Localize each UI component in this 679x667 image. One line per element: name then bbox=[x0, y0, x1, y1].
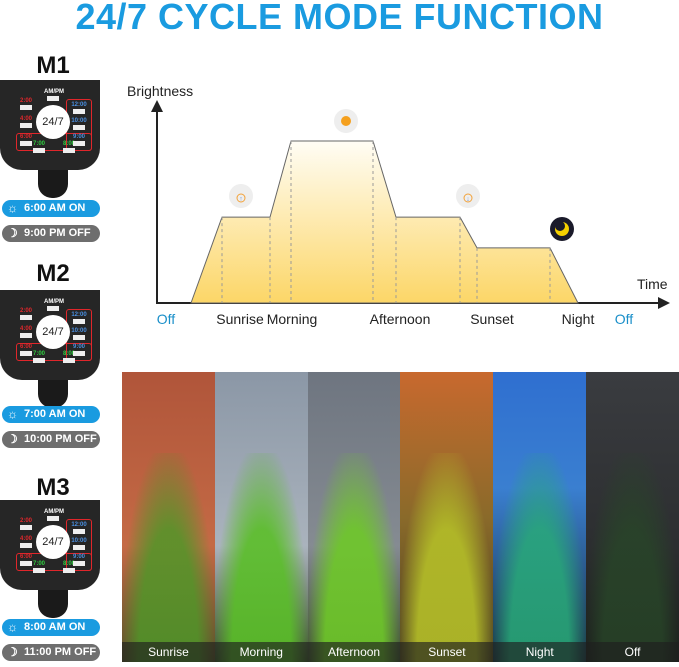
timer-key[interactable]: 2:00 bbox=[17, 308, 35, 320]
photo-caption: Morning bbox=[214, 642, 308, 662]
timer-key[interactable]: 6:00 bbox=[17, 344, 35, 356]
aquarium-photo-off: Off bbox=[586, 372, 679, 662]
x-tick-label: Off bbox=[157, 311, 176, 327]
x-axis-label: Time bbox=[637, 276, 668, 292]
timer-key[interactable]: 12:00 bbox=[70, 312, 88, 324]
sun-icon: ☼ bbox=[7, 407, 18, 421]
aquarium-photo-morning: Morning bbox=[214, 372, 308, 662]
photo-caption: Off bbox=[586, 642, 679, 662]
sun-icon: ☼ bbox=[7, 201, 18, 215]
mode-dial[interactable]: 24/7 bbox=[36, 105, 70, 139]
svg-text:↑: ↑ bbox=[239, 196, 243, 203]
sun-icon: ☼ bbox=[7, 620, 18, 634]
moon-icon: ☽ bbox=[7, 645, 18, 659]
sunset-icon: ↓ bbox=[456, 184, 480, 208]
mode-dial[interactable]: 24/7 bbox=[36, 525, 70, 559]
timer-key[interactable]: 6:00 bbox=[17, 134, 35, 146]
timer-key[interactable]: 4:00 bbox=[17, 536, 35, 548]
x-tick-label: Sunset bbox=[470, 311, 514, 327]
on-time-badge: ☼ 6:00 AM ON bbox=[2, 200, 100, 217]
am-pm-key[interactable]: AM/PM bbox=[44, 509, 64, 521]
timer-controller: 24/7 AM/PM 2:00 4:00 6:00 7:00 8:00 12:00 10… bbox=[0, 290, 100, 408]
timer-key[interactable]: 10:00 bbox=[70, 118, 88, 130]
am-pm-key[interactable]: AM/PM bbox=[44, 299, 64, 311]
timer-key[interactable]: 12:00 bbox=[70, 522, 88, 534]
mode-label: M2 bbox=[36, 260, 70, 287]
timer-key[interactable]: 12:00 bbox=[70, 102, 88, 114]
x-tick-label: Morning bbox=[267, 311, 318, 327]
x-tick-label: Night bbox=[562, 311, 595, 327]
mode-label: M3 bbox=[36, 474, 70, 501]
photo-caption: Sunrise bbox=[122, 642, 215, 662]
moon-icon: ☽ bbox=[7, 432, 18, 446]
photo-caption: Night bbox=[493, 642, 587, 662]
timer-key[interactable]: 4:00 bbox=[17, 116, 35, 128]
timer-key[interactable]: 9:00 bbox=[70, 134, 88, 146]
mode-dial[interactable]: 24/7 bbox=[36, 315, 70, 349]
off-time-badge: ☽ 11:00 PM OFF bbox=[2, 644, 100, 661]
timer-key[interactable]: 4:00 bbox=[17, 326, 35, 338]
x-tick-label: Afternoon bbox=[370, 311, 431, 327]
moon-icon bbox=[550, 217, 574, 241]
aquarium-photo-afternoon: Afternoon bbox=[307, 372, 401, 662]
on-time-badge: ☼ 7:00 AM ON bbox=[2, 406, 100, 423]
timer-key[interactable]: 6:00 bbox=[17, 554, 35, 566]
x-tick-label: Sunrise bbox=[216, 311, 264, 327]
aquarium-photo-sunset: Sunset bbox=[400, 372, 494, 662]
moon-icon: ☽ bbox=[7, 226, 18, 240]
timer-key[interactable]: 8:00 bbox=[60, 351, 78, 363]
off-time-badge: ☽ 9:00 PM OFF bbox=[2, 225, 100, 242]
x-axis-arrow bbox=[658, 297, 670, 309]
timer-key[interactable]: 2:00 bbox=[17, 98, 35, 110]
timer-key[interactable]: 9:00 bbox=[70, 554, 88, 566]
am-pm-key[interactable]: AM/PM bbox=[44, 89, 64, 101]
sun-icon bbox=[334, 109, 358, 133]
timer-key[interactable]: 10:00 bbox=[70, 538, 88, 550]
aquarium-photo-sunrise: Sunrise bbox=[122, 372, 215, 662]
y-axis-label: Brightness bbox=[127, 83, 193, 99]
timer-key[interactable]: 9:00 bbox=[70, 344, 88, 356]
timer-key[interactable]: 8:00 bbox=[60, 141, 78, 153]
off-time-badge: ☽ 10:00 PM OFF bbox=[2, 431, 100, 448]
svg-text:↓: ↓ bbox=[466, 196, 470, 203]
timer-controller: 24/7 AM/PM 2:00 4:00 6:00 7:00 8:00 12:00 10… bbox=[0, 80, 100, 198]
timer-controller: 24/7 AM/PM 2:00 4:00 6:00 7:00 8:00 12:00 10… bbox=[0, 500, 100, 618]
photo-caption: Afternoon bbox=[307, 642, 401, 662]
page-title: 24/7 CYCLE MODE FUNCTION bbox=[75, 0, 604, 37]
on-time-badge: ☼ 8:00 AM ON bbox=[2, 619, 100, 636]
timer-key[interactable]: 8:00 bbox=[60, 561, 78, 573]
brightness-chart: Brightness Time Off Sunrise Morning Afterno… bbox=[127, 83, 670, 327]
timer-key[interactable]: 2:00 bbox=[17, 518, 35, 530]
timer-key[interactable]: 7:00 bbox=[30, 141, 48, 153]
sunrise-icon: ↑ bbox=[229, 184, 253, 208]
x-tick-label: Off bbox=[615, 311, 634, 327]
y-axis-arrow bbox=[151, 100, 163, 112]
aquarium-photo-strip: Sunrise Morning Afternoon Sunset Night Off bbox=[122, 372, 679, 662]
aquarium-photo-night: Night bbox=[493, 372, 587, 662]
timer-key[interactable]: 10:00 bbox=[70, 328, 88, 340]
mode-label: M1 bbox=[36, 52, 70, 79]
timer-key[interactable]: 7:00 bbox=[30, 561, 48, 573]
photo-caption: Sunset bbox=[400, 642, 494, 662]
brightness-area bbox=[190, 140, 579, 304]
timer-key[interactable]: 7:00 bbox=[30, 351, 48, 363]
